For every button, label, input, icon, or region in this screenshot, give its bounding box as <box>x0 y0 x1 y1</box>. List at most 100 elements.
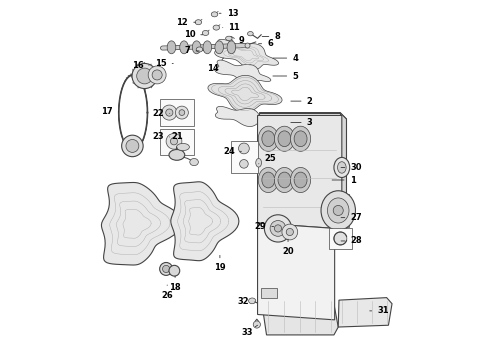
Ellipse shape <box>203 41 212 54</box>
Ellipse shape <box>327 198 349 223</box>
Ellipse shape <box>215 41 223 54</box>
Text: 26: 26 <box>161 285 173 300</box>
Ellipse shape <box>196 47 203 52</box>
Ellipse shape <box>262 131 275 147</box>
Bar <box>231 140 258 173</box>
Ellipse shape <box>294 131 307 147</box>
Text: 7: 7 <box>185 46 199 55</box>
Ellipse shape <box>180 41 188 54</box>
Ellipse shape <box>167 41 176 54</box>
Text: 11: 11 <box>222 23 240 32</box>
Text: 5: 5 <box>273 72 298 81</box>
Ellipse shape <box>211 12 218 17</box>
Text: 13: 13 <box>219 9 238 18</box>
Text: 24: 24 <box>223 147 242 156</box>
Polygon shape <box>258 116 342 228</box>
Text: 23: 23 <box>152 132 170 141</box>
Ellipse shape <box>190 158 198 166</box>
Polygon shape <box>101 183 182 265</box>
Ellipse shape <box>239 143 249 154</box>
Text: 15: 15 <box>155 59 173 68</box>
Polygon shape <box>340 113 346 231</box>
Ellipse shape <box>256 158 262 167</box>
Text: 27: 27 <box>341 213 362 222</box>
Bar <box>329 228 351 249</box>
Polygon shape <box>215 39 279 70</box>
Ellipse shape <box>245 43 250 48</box>
Ellipse shape <box>166 109 173 116</box>
Text: 21: 21 <box>171 132 183 149</box>
Ellipse shape <box>137 68 152 84</box>
Ellipse shape <box>179 110 185 116</box>
Ellipse shape <box>334 232 347 245</box>
Ellipse shape <box>278 172 291 188</box>
Ellipse shape <box>286 228 294 235</box>
Ellipse shape <box>248 298 256 304</box>
Polygon shape <box>171 182 239 261</box>
Ellipse shape <box>321 191 355 230</box>
Ellipse shape <box>262 172 275 188</box>
Bar <box>160 129 194 155</box>
Ellipse shape <box>160 262 172 275</box>
Ellipse shape <box>291 126 311 151</box>
Ellipse shape <box>274 167 294 193</box>
Ellipse shape <box>258 126 278 151</box>
Ellipse shape <box>171 138 177 145</box>
Text: 1: 1 <box>332 176 356 185</box>
Ellipse shape <box>274 126 294 151</box>
Text: 4: 4 <box>273 54 298 63</box>
Text: 12: 12 <box>176 18 196 27</box>
Ellipse shape <box>169 149 185 160</box>
Text: 10: 10 <box>184 30 203 39</box>
Ellipse shape <box>270 221 286 236</box>
Text: 18: 18 <box>169 276 181 292</box>
Ellipse shape <box>278 131 291 147</box>
Text: 22: 22 <box>152 109 170 118</box>
Ellipse shape <box>282 224 298 240</box>
Text: 14: 14 <box>207 58 223 73</box>
Polygon shape <box>215 107 271 126</box>
Text: 17: 17 <box>101 107 119 116</box>
Text: 16: 16 <box>131 61 149 70</box>
Ellipse shape <box>166 134 182 149</box>
Polygon shape <box>338 298 392 327</box>
Ellipse shape <box>169 265 180 276</box>
Text: 29: 29 <box>255 222 274 231</box>
Bar <box>327 194 349 226</box>
Ellipse shape <box>195 20 201 25</box>
Ellipse shape <box>334 157 350 177</box>
Text: 25: 25 <box>259 154 276 164</box>
Ellipse shape <box>162 105 177 120</box>
Ellipse shape <box>240 159 248 168</box>
Ellipse shape <box>333 206 343 216</box>
Ellipse shape <box>274 225 282 232</box>
Ellipse shape <box>152 70 162 80</box>
Polygon shape <box>215 60 271 85</box>
Text: 9: 9 <box>232 36 245 45</box>
Ellipse shape <box>265 215 292 242</box>
Polygon shape <box>259 113 346 119</box>
Ellipse shape <box>202 31 209 36</box>
Bar <box>160 99 194 126</box>
Text: 6: 6 <box>259 39 273 48</box>
Polygon shape <box>261 298 338 335</box>
Text: 19: 19 <box>214 255 226 273</box>
Ellipse shape <box>126 139 139 152</box>
Ellipse shape <box>176 143 190 150</box>
Text: 3: 3 <box>291 118 313 127</box>
Polygon shape <box>208 75 282 113</box>
Ellipse shape <box>122 135 143 157</box>
Ellipse shape <box>148 66 166 84</box>
Ellipse shape <box>227 41 236 54</box>
Text: 20: 20 <box>282 239 294 256</box>
Ellipse shape <box>225 36 232 41</box>
Text: 2: 2 <box>291 96 313 105</box>
Ellipse shape <box>163 265 170 273</box>
Text: 8: 8 <box>262 32 280 41</box>
Polygon shape <box>259 113 340 225</box>
Text: 28: 28 <box>341 237 362 246</box>
Ellipse shape <box>294 172 307 188</box>
Polygon shape <box>258 223 335 320</box>
Ellipse shape <box>338 162 346 173</box>
Text: 32: 32 <box>237 297 255 306</box>
